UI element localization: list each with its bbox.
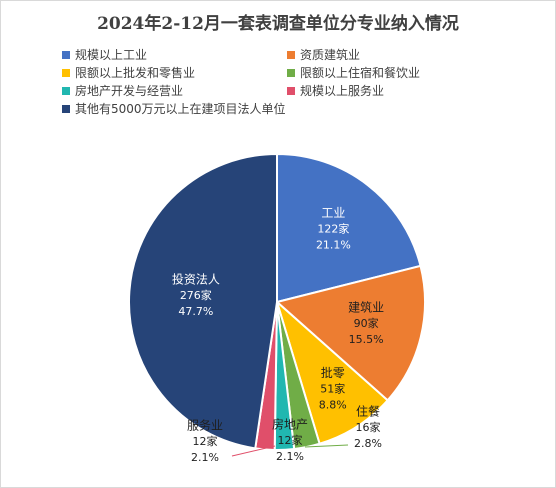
- pie-slice: [128, 152, 278, 450]
- legend-label: 资质建筑业: [300, 48, 361, 62]
- data-label: 房地产: [272, 417, 308, 432]
- legend-label: 规模以上工业: [75, 48, 148, 62]
- data-label: 276家: [180, 288, 212, 302]
- data-label: 建筑业: [348, 299, 384, 314]
- legend-item: 房地产开发与经营业: [62, 82, 183, 99]
- data-label: 90家: [354, 316, 379, 330]
- legend-item: 其他有5000万元以上在建项目法人单位: [62, 100, 286, 117]
- pie-slice: [274, 264, 426, 402]
- legend-label: 房地产开发与经营业: [75, 84, 184, 98]
- data-label: 21.1%: [316, 239, 351, 252]
- data-label: 47.7%: [178, 305, 213, 318]
- data-label: 12家: [278, 433, 303, 447]
- data-label: 投资法人: [172, 272, 220, 287]
- data-label: 15.5%: [349, 333, 384, 346]
- legend-label: 规模以上服务业: [300, 84, 385, 98]
- legend-swatch: [62, 68, 70, 77]
- legend-item: 规模以上服务业: [287, 82, 384, 99]
- legend-swatch: [62, 50, 70, 59]
- legend-swatch: [287, 86, 295, 95]
- leader-line: [304, 444, 349, 448]
- data-label: 批零: [321, 365, 345, 380]
- data-label: 2.8%: [354, 437, 382, 450]
- legend-swatch: [287, 50, 295, 59]
- legend-item: 限额以上住宿和餐饮业: [287, 64, 420, 81]
- data-label: 12家: [193, 434, 218, 448]
- legend-label: 其他有5000万元以上在建项目法人单位: [75, 102, 286, 116]
- data-label: 122家: [317, 222, 349, 236]
- data-label: 工业: [321, 206, 345, 220]
- legend-label: 限额以上批发和零售业: [75, 66, 196, 80]
- legend-item: 规模以上工业: [62, 46, 147, 63]
- data-label: 8.8%: [319, 398, 347, 411]
- legend-swatch: [62, 104, 70, 113]
- chart-title: 2024年2-12月一套表调查单位分专业纳入情况: [97, 14, 459, 34]
- data-label: 2.1%: [191, 451, 219, 464]
- legend-item: 资质建筑业: [287, 46, 360, 63]
- data-label: 51家: [320, 381, 345, 395]
- data-label: 住餐: [356, 404, 380, 419]
- data-label: 16家: [356, 420, 381, 434]
- leader-line: [231, 445, 276, 457]
- legend-swatch: [62, 86, 70, 95]
- pie-slice: [276, 152, 422, 304]
- pie-slice: [275, 298, 390, 445]
- data-label: 服务业: [187, 418, 223, 433]
- legend-swatch: [287, 68, 295, 77]
- data-label: 2.1%: [276, 450, 304, 463]
- legend-label: 限额以上住宿和餐饮业: [300, 66, 421, 80]
- legend-item: 限额以上批发和零售业: [62, 64, 195, 81]
